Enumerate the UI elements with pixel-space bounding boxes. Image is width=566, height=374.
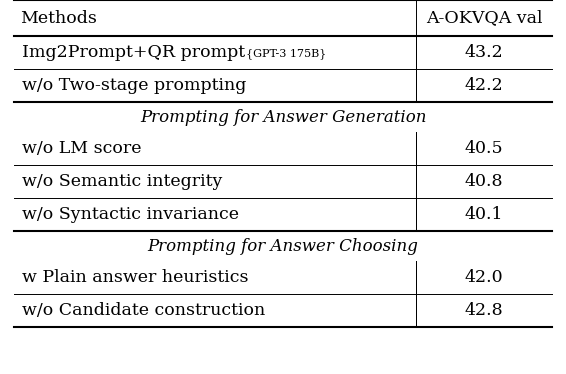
Text: w/o Syntactic invariance: w/o Syntactic invariance [22, 206, 239, 223]
Text: 40.1: 40.1 [465, 206, 503, 223]
Text: Prompting for Answer Generation: Prompting for Answer Generation [140, 108, 426, 126]
Text: w Plain answer heuristics: w Plain answer heuristics [22, 269, 248, 286]
Text: {GPT-3 175B}: {GPT-3 175B} [246, 48, 327, 59]
Text: w/o Semantic integrity: w/o Semantic integrity [22, 173, 222, 190]
Text: 40.5: 40.5 [465, 140, 503, 157]
Text: Methods: Methods [20, 9, 97, 27]
Text: w/o Two-stage prompting: w/o Two-stage prompting [22, 77, 246, 94]
Text: 43.2: 43.2 [465, 44, 503, 61]
Text: w/o Candidate construction: w/o Candidate construction [22, 302, 265, 319]
Text: 42.0: 42.0 [465, 269, 503, 286]
Text: 40.8: 40.8 [465, 173, 503, 190]
Text: 42.2: 42.2 [465, 77, 503, 94]
Text: A-OKVQA val: A-OKVQA val [426, 9, 542, 27]
Text: Img2Prompt+QR prompt: Img2Prompt+QR prompt [22, 44, 245, 61]
Text: Prompting for Answer Choosing: Prompting for Answer Choosing [148, 237, 418, 254]
Text: 42.8: 42.8 [465, 302, 503, 319]
Text: w/o LM score: w/o LM score [22, 140, 142, 157]
